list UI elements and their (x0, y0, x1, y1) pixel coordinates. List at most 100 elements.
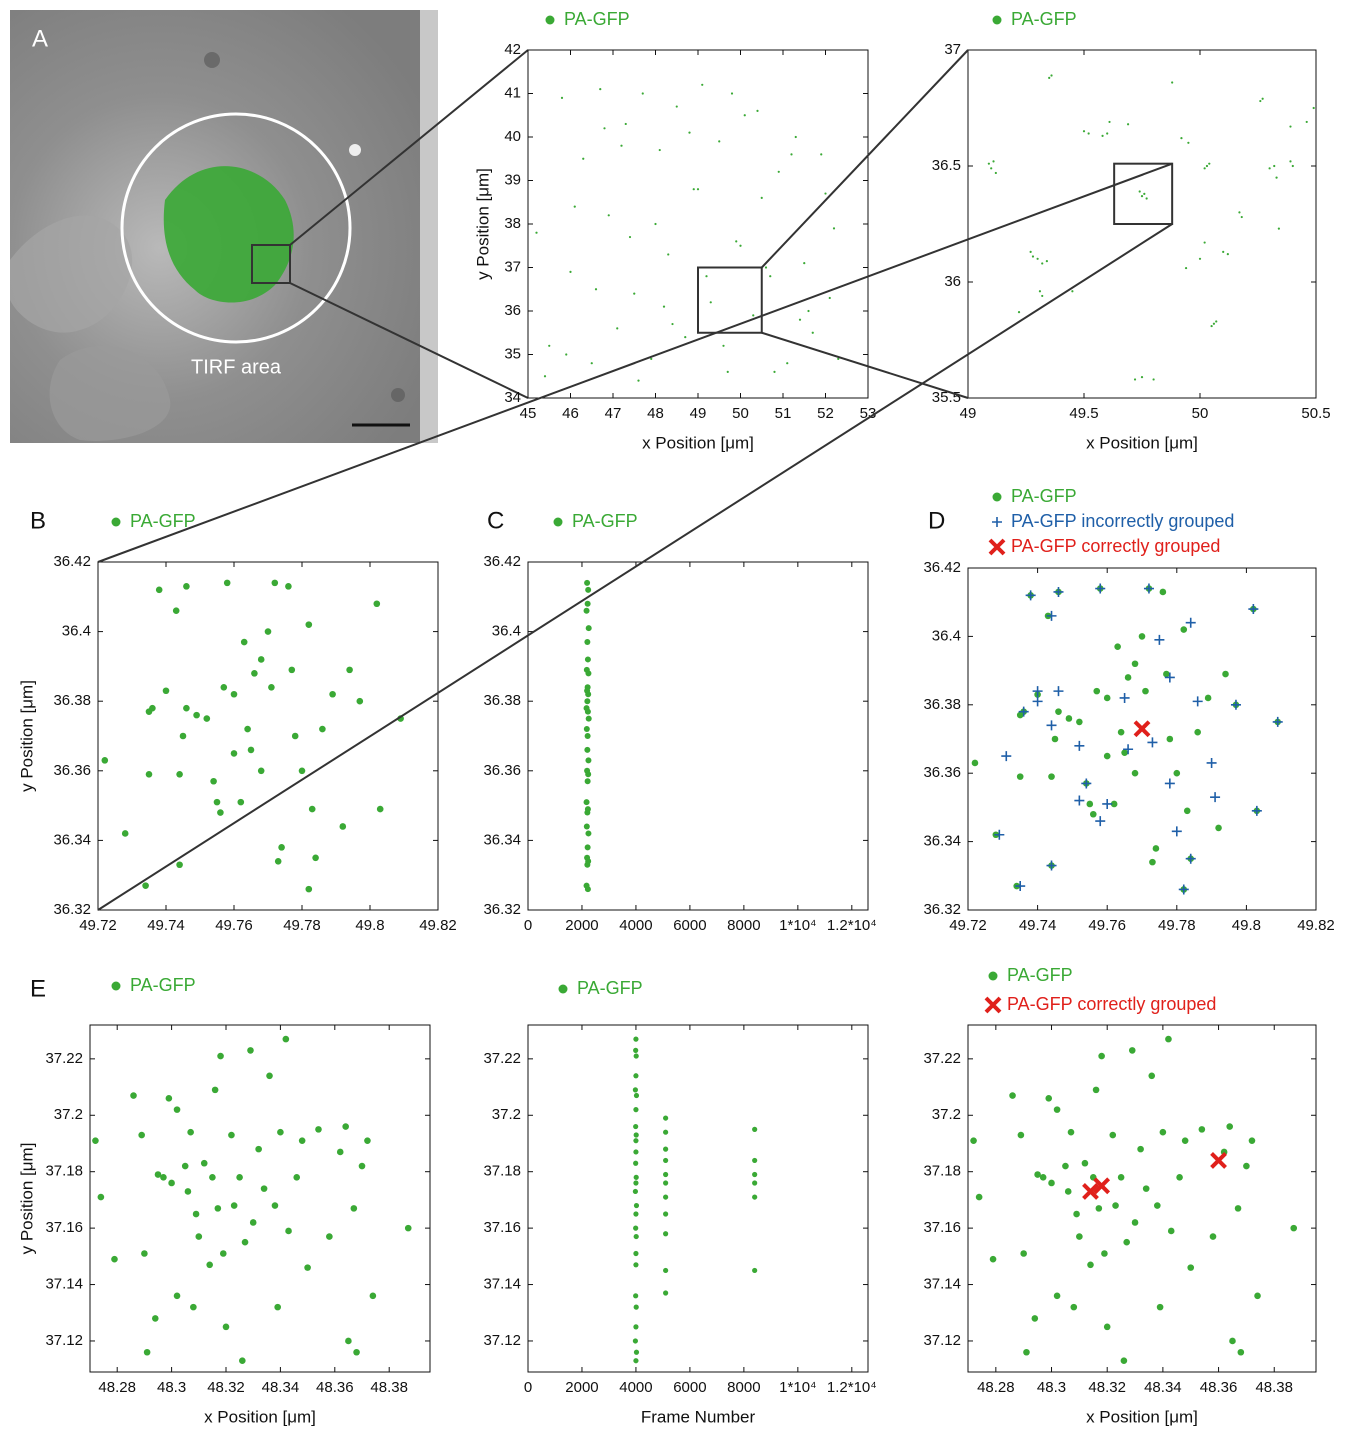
plus-marker (992, 517, 1002, 527)
x-tick-label: 53 (860, 405, 877, 422)
dot (293, 1174, 301, 1181)
plus-marker (1164, 672, 1175, 683)
dot (975, 1193, 983, 1201)
x-tick-label: 8000 (727, 1379, 760, 1396)
dot (1234, 1205, 1242, 1212)
dot (315, 1126, 322, 1133)
dot (165, 1095, 173, 1102)
y-tick-label: 36.36 (53, 762, 91, 779)
zoom-line (97, 162, 1173, 563)
dot (184, 1188, 192, 1195)
dot (1048, 1179, 1055, 1187)
dot (633, 1138, 639, 1144)
dot (726, 370, 729, 373)
dot (535, 231, 538, 234)
plot-frame (967, 1024, 1317, 1373)
dot (291, 732, 299, 740)
dot (641, 92, 644, 95)
dot (1215, 320, 1218, 323)
image-edge (420, 10, 438, 443)
plus-marker (1230, 699, 1241, 710)
dot (585, 757, 592, 764)
x-tick-label: 8000 (727, 917, 760, 934)
dot (633, 1053, 639, 1059)
y-axis-label: y Position [μm] (17, 1143, 36, 1255)
dot (688, 131, 691, 134)
dot (350, 1205, 358, 1212)
dot (329, 690, 336, 698)
dot (1312, 106, 1315, 110)
dot (154, 1171, 162, 1178)
dot (584, 600, 591, 607)
dot (1082, 130, 1086, 133)
dot (573, 205, 576, 208)
dot (211, 1086, 219, 1094)
dot (548, 344, 551, 347)
dot (162, 687, 170, 695)
legend-label: PA-GFP (572, 511, 638, 531)
dot (176, 770, 183, 778)
dot (1092, 1086, 1100, 1094)
dot (583, 823, 590, 830)
dot (1016, 773, 1024, 780)
dot (811, 331, 814, 334)
dot (342, 1123, 349, 1130)
plus-marker (1032, 686, 1043, 697)
y-tick-label: 36.4 (62, 623, 91, 640)
dot (1187, 1264, 1195, 1271)
y-tick-label: 40 (504, 128, 521, 145)
panel-label: A (32, 25, 48, 52)
x-tick-label: 2000 (565, 917, 598, 934)
plot-frame (527, 561, 869, 911)
legend-label: PA-GFP correctly grouped (1011, 536, 1220, 556)
gfp-region (163, 166, 294, 303)
plus-marker (1154, 634, 1165, 645)
dot (992, 15, 1002, 25)
dot (663, 1211, 669, 1217)
dot (230, 690, 238, 698)
dot (1198, 257, 1202, 260)
x-tick-label: 49.74 (147, 917, 185, 934)
dot (663, 1180, 669, 1186)
dot (722, 344, 725, 347)
plus-marker (1018, 706, 1029, 717)
plus-marker (1123, 744, 1134, 755)
plus-marker (1032, 696, 1043, 707)
y-tick-label: 37.12 (923, 1332, 961, 1349)
dot (312, 854, 319, 862)
y-tick-label: 37.22 (483, 1050, 521, 1067)
plus-marker (1171, 826, 1182, 837)
dot (1277, 227, 1280, 230)
dot (1065, 715, 1073, 722)
x-axis-label: x Position [μm] (1086, 1407, 1198, 1426)
dot (130, 1092, 137, 1099)
dot (268, 683, 275, 691)
x-tick-label: 6000 (673, 917, 706, 934)
y-tick-label: 36.4 (932, 627, 961, 644)
legend-label: PA-GFP (1011, 486, 1077, 506)
dot (271, 1202, 279, 1209)
dot (1126, 123, 1130, 126)
legend-label: PA-GFP (1007, 965, 1073, 985)
dot (1156, 1303, 1164, 1311)
dot (192, 1210, 200, 1218)
plus-marker (1192, 696, 1203, 707)
x-tick-label: 49 (690, 405, 707, 422)
dot (632, 1087, 638, 1093)
dot (756, 109, 759, 112)
panel-label: E (30, 975, 46, 1002)
dot (584, 698, 591, 705)
dot (339, 823, 347, 830)
x-tick-label: 2000 (565, 1379, 598, 1396)
dot (603, 127, 606, 130)
dot (173, 1106, 181, 1113)
plus-marker (1185, 853, 1196, 864)
dot (584, 861, 591, 868)
dot (786, 362, 789, 365)
dot (988, 971, 998, 981)
x-marker (1093, 1177, 1111, 1195)
dot (565, 353, 568, 356)
dot (828, 296, 831, 300)
dot (1204, 694, 1212, 702)
inset-box (1113, 162, 1174, 225)
